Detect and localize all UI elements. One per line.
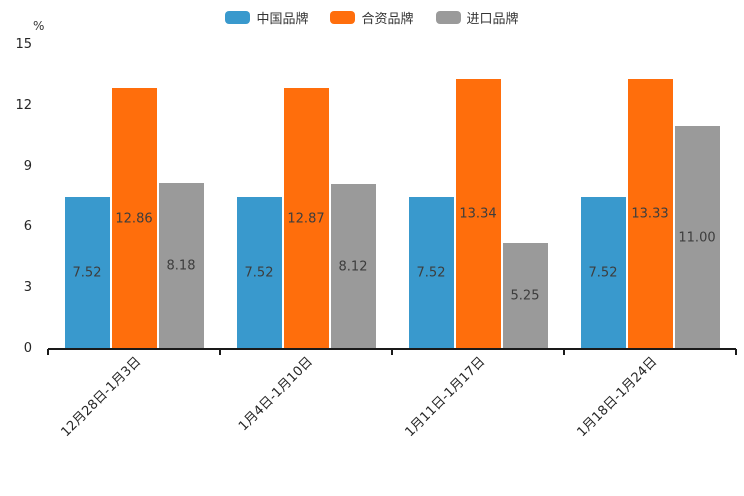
y-tick-label: 6 bbox=[23, 219, 32, 235]
x-category-label: 12月28日-1月3日 bbox=[58, 354, 144, 441]
bar-value-label: 7.52 bbox=[244, 265, 274, 281]
x-axis-tick bbox=[563, 349, 565, 355]
y-tick-label: 12 bbox=[15, 97, 32, 113]
bar-value-label: 12.86 bbox=[115, 211, 153, 227]
x-category-label: 1月4日-1月10日 bbox=[235, 354, 316, 435]
x-axis-tick bbox=[735, 349, 737, 355]
bar-value-label: 8.18 bbox=[166, 258, 196, 274]
legend-label: 中国品牌 bbox=[256, 12, 309, 27]
bar: 5.25 bbox=[502, 242, 548, 349]
x-axis-tick bbox=[47, 349, 49, 355]
bar-value-label: 7.52 bbox=[588, 265, 618, 281]
bar-value-label: 5.25 bbox=[510, 288, 540, 304]
bar-value-label: 8.12 bbox=[338, 259, 368, 275]
legend-item[interactable]: 进口品牌 bbox=[435, 8, 519, 27]
legend-item[interactable]: 中国品牌 bbox=[225, 8, 308, 27]
bar: 13.34 bbox=[455, 78, 501, 349]
bar-value-label: 12.87 bbox=[287, 211, 325, 227]
bar: 8.12 bbox=[330, 184, 376, 349]
y-axis-unit-label: % bbox=[33, 19, 45, 33]
y-tick-label: 9 bbox=[23, 158, 32, 174]
legend-label: 进口品牌 bbox=[466, 12, 519, 27]
legend: 中国品牌 合资品牌 进口品牌 bbox=[0, 8, 744, 27]
bar: 12.87 bbox=[283, 88, 329, 349]
bar: 11.00 bbox=[674, 126, 720, 349]
bar-value-label: 11.00 bbox=[678, 230, 716, 246]
bar-value-label: 7.52 bbox=[416, 265, 446, 281]
legend-swatch bbox=[330, 11, 356, 24]
x-category-label: 1月11日-1月17日 bbox=[402, 354, 488, 441]
bar-value-label: 7.52 bbox=[72, 265, 102, 281]
bar: 7.52 bbox=[408, 196, 454, 349]
x-axis-tick bbox=[219, 349, 221, 355]
bar: 7.52 bbox=[236, 196, 282, 349]
bar-value-label: 13.33 bbox=[631, 206, 669, 222]
x-category-label: 1月18日-1月24日 bbox=[574, 354, 660, 441]
y-tick-label: 15 bbox=[15, 37, 32, 52]
bar: 13.33 bbox=[627, 78, 673, 349]
legend-swatch bbox=[435, 11, 461, 24]
bar: 7.52 bbox=[64, 196, 110, 349]
x-axis-tick bbox=[391, 349, 393, 355]
legend-item[interactable]: 合资品牌 bbox=[330, 8, 414, 27]
bar: 12.86 bbox=[111, 88, 157, 349]
y-tick-label: 0 bbox=[23, 341, 32, 356]
legend-swatch bbox=[225, 11, 251, 24]
legend-label: 合资品牌 bbox=[361, 12, 414, 27]
y-tick-label: 3 bbox=[23, 280, 32, 296]
bar-value-label: 13.34 bbox=[459, 206, 497, 222]
bar: 7.52 bbox=[580, 196, 626, 349]
bar: 8.18 bbox=[158, 183, 204, 349]
